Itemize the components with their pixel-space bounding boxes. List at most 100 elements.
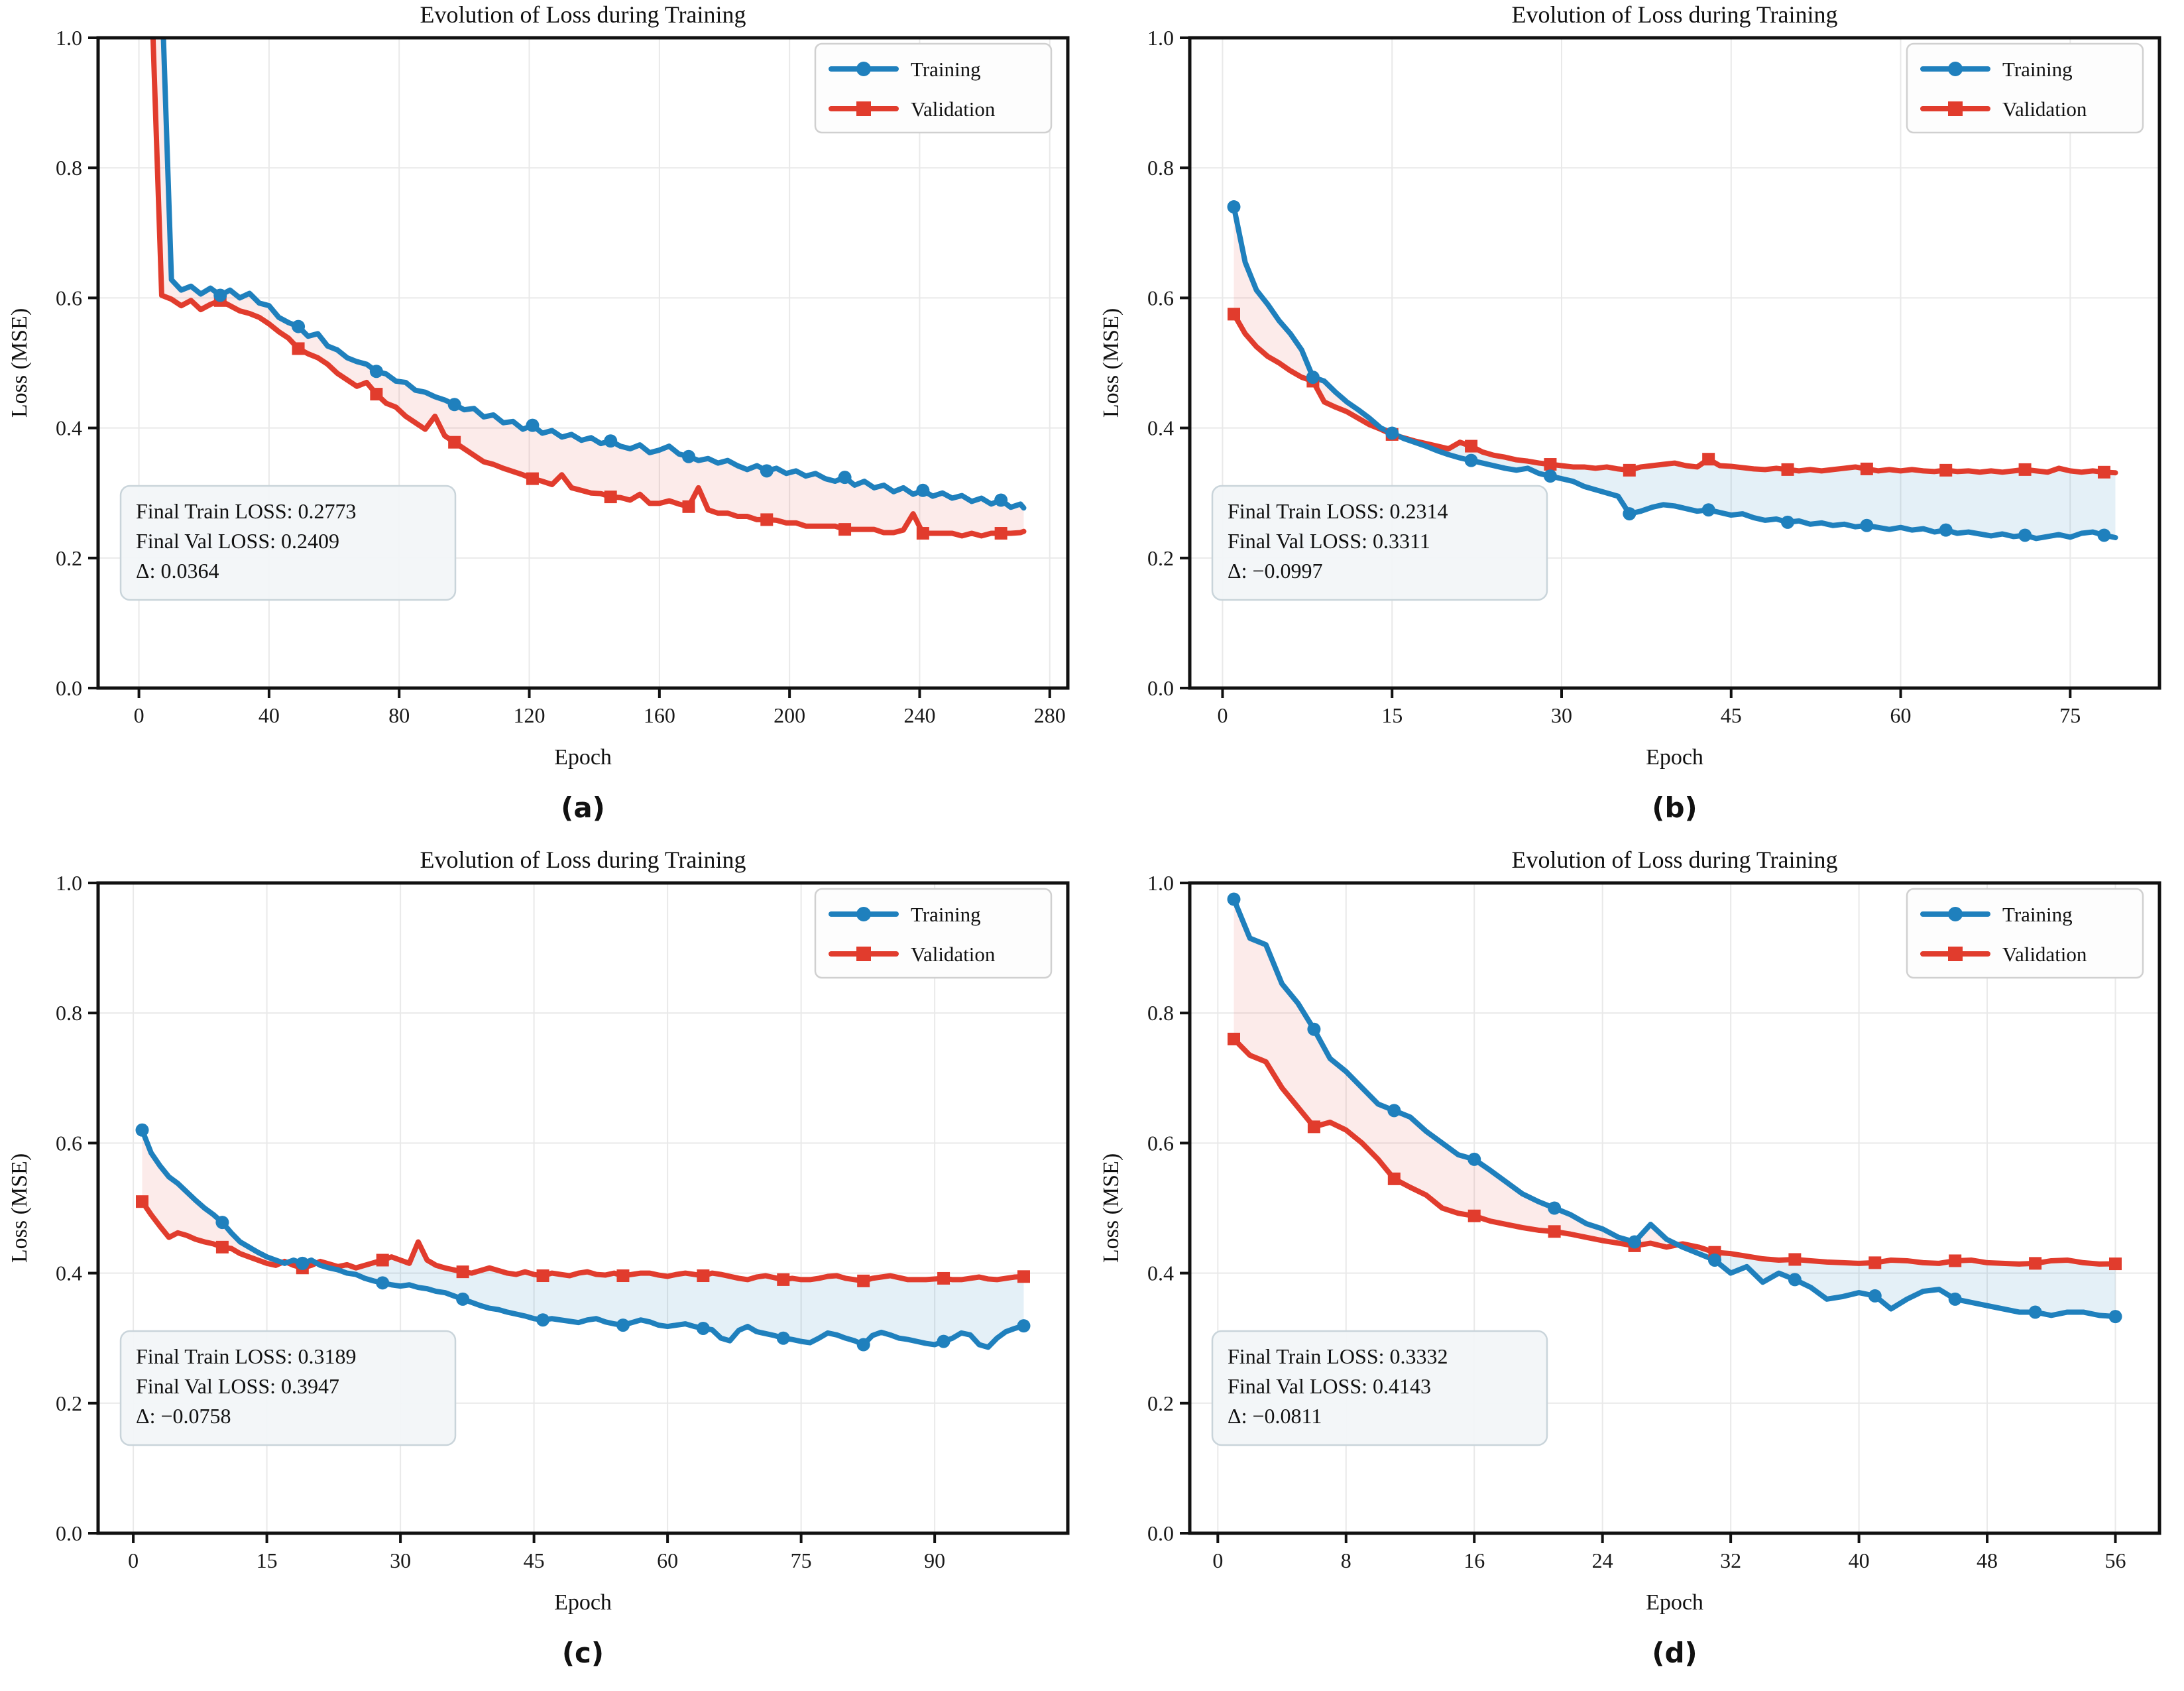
validation-marker bbox=[536, 1269, 549, 1283]
training-marker bbox=[616, 1318, 630, 1332]
legend-entry-label: Training bbox=[2002, 58, 2073, 81]
y-tick-label: 1.0 bbox=[1147, 871, 1174, 895]
validation-marker bbox=[760, 513, 774, 526]
training-marker bbox=[1781, 515, 1795, 529]
training-marker bbox=[536, 1313, 550, 1327]
subplot-letter: (d) bbox=[1652, 1637, 1697, 1669]
annotation-line: Δ: −0.0758 bbox=[136, 1404, 231, 1428]
training-marker bbox=[1707, 1253, 1721, 1267]
x-axis-label: Epoch bbox=[554, 1590, 612, 1615]
x-tick-label: 8 bbox=[1341, 1548, 1351, 1572]
x-tick-label: 48 bbox=[1977, 1548, 1998, 1572]
training-marker bbox=[1868, 1289, 1882, 1303]
y-tick-label: 1.0 bbox=[56, 871, 82, 895]
training-marker bbox=[1227, 200, 1241, 214]
validation-marker bbox=[994, 527, 1007, 540]
training-line bbox=[139, 1127, 1027, 1350]
training-marker bbox=[856, 1338, 870, 1352]
legend-entry-label: Validation bbox=[2002, 943, 2087, 966]
training-marker bbox=[2108, 1310, 2122, 1324]
subplot-d: 0 8 16 24 32 40 48 56 0.0 0.2 0.4 0.6 0.8 1.0 Evolutio… bbox=[1092, 845, 2183, 1690]
validation-marker bbox=[1228, 308, 1240, 321]
axes-box bbox=[96, 36, 1070, 690]
figure-background bbox=[1092, 0, 2183, 845]
y-tick-label: 0.2 bbox=[56, 546, 82, 570]
legend-entry-label: Training bbox=[911, 903, 981, 926]
legend-square-marker-icon bbox=[856, 947, 871, 961]
legend-square-marker-icon bbox=[856, 101, 871, 116]
annotation-box bbox=[119, 1330, 457, 1446]
figure-background bbox=[0, 0, 1092, 845]
y-tick-label: 0.0 bbox=[56, 1521, 82, 1545]
y-tick-label: 0.8 bbox=[56, 156, 82, 180]
y-tick-label: 0.0 bbox=[1147, 676, 1174, 700]
training-marker bbox=[296, 1256, 310, 1270]
y-tick-label: 0.8 bbox=[1147, 1001, 1174, 1025]
validation-marker bbox=[456, 1265, 469, 1279]
training-marker bbox=[2028, 1305, 2042, 1319]
training-marker bbox=[1948, 1292, 1962, 1306]
training-marker bbox=[1939, 523, 1953, 537]
x-tick-label: 30 bbox=[1551, 703, 1572, 727]
annotation-line: Final Val LOSS: 0.2409 bbox=[136, 529, 339, 553]
x-tick-label: 16 bbox=[1464, 1548, 1485, 1572]
validation-marker bbox=[1307, 1120, 1320, 1134]
training-marker bbox=[1628, 1235, 1642, 1249]
training-marker bbox=[776, 1331, 790, 1345]
validation-marker bbox=[2029, 1257, 2042, 1270]
x-tick-label: 0 bbox=[134, 703, 144, 727]
axes-box bbox=[1188, 36, 2161, 690]
tick-labels: 0 15 30 45 60 75 0.0 0.2 0.4 0.6 0.8 1.0 bbox=[1147, 26, 2081, 727]
training-marker bbox=[526, 418, 540, 432]
legend-circle-marker-icon bbox=[856, 62, 871, 76]
legend-entry-label: Validation bbox=[2002, 97, 2087, 121]
validation-marker bbox=[1702, 453, 1715, 466]
legend-entry-label: Validation bbox=[911, 943, 996, 966]
training-marker bbox=[838, 471, 852, 485]
training-marker bbox=[1307, 1022, 1321, 1036]
validation-marker bbox=[857, 1274, 870, 1287]
training-marker bbox=[1548, 1201, 1562, 1215]
annotation-line: Δ: 0.0364 bbox=[136, 559, 219, 583]
plot-area bbox=[150, 38, 1027, 540]
subplot-letter: (b) bbox=[1652, 791, 1697, 824]
validation-marker bbox=[448, 436, 461, 449]
training-marker bbox=[1701, 503, 1715, 517]
tick-labels: 0 8 16 24 32 40 48 56 0.0 0.2 0.4 0.6 0.8 1.0 bbox=[1147, 871, 2126, 1572]
y-tick-label: 0.2 bbox=[1147, 1391, 1174, 1415]
x-tick-label: 120 bbox=[514, 703, 546, 727]
y-tick-label: 1.0 bbox=[56, 26, 82, 50]
tick-marks bbox=[88, 882, 937, 1543]
legend-entry-label: Validation bbox=[911, 97, 996, 121]
x-tick-label: 0 bbox=[1217, 703, 1228, 727]
legend-circle-marker-icon bbox=[1948, 907, 1963, 921]
annotation-line: Final Train LOSS: 0.2773 bbox=[136, 499, 357, 523]
validation-marker bbox=[1465, 439, 1478, 453]
training-marker bbox=[1387, 1104, 1401, 1118]
validation-marker bbox=[215, 1240, 229, 1254]
training-marker bbox=[1017, 1319, 1031, 1333]
validation-marker bbox=[2097, 465, 2110, 479]
training-marker bbox=[1464, 453, 1478, 467]
training-marker bbox=[1543, 469, 1557, 483]
training-marker bbox=[937, 1334, 950, 1348]
x-tick-label: 32 bbox=[1720, 1548, 1741, 1572]
annotation-line: Final Train LOSS: 0.3189 bbox=[136, 1344, 357, 1368]
y-tick-label: 0.6 bbox=[56, 1131, 82, 1155]
x-tick-label: 0 bbox=[128, 1548, 139, 1572]
tick-labels: 0 40 80 120 160 200 240 280 0.0 0.2 0.4 0.6 0.8 1.0 bbox=[56, 26, 1066, 727]
validation-marker bbox=[777, 1273, 790, 1286]
x-tick-label: 45 bbox=[1721, 703, 1742, 727]
validation-marker bbox=[1548, 1225, 1561, 1238]
validation-marker bbox=[526, 472, 539, 485]
legend: Training Validation bbox=[1906, 42, 2144, 134]
validation-marker bbox=[1467, 1209, 1481, 1222]
x-tick-label: 30 bbox=[390, 1548, 411, 1572]
final-loss-annotation: Final Train LOSS: 0.3189 Final Val LOSS: … bbox=[119, 1330, 457, 1446]
x-tick-label: 90 bbox=[924, 1548, 945, 1572]
legend-entry-label: Training bbox=[2002, 903, 2073, 926]
tick-marks bbox=[1180, 882, 2117, 1543]
training-marker bbox=[1385, 426, 1399, 440]
training-marker bbox=[1860, 518, 1874, 532]
subplot-c: 0 15 30 45 60 75 90 0.0 0.2 0.4 0.6 0.8 1.0 Evolution… bbox=[0, 845, 1092, 1690]
